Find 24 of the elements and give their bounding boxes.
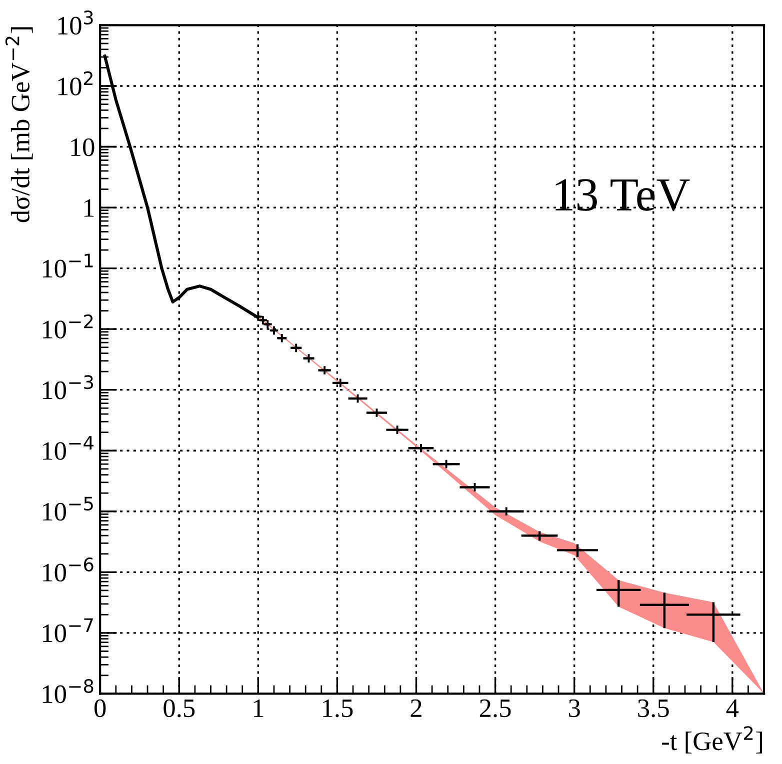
annotation: 13 TeV: [556, 179, 690, 212]
x-tick-label: 1.5: [323, 699, 353, 718]
x-axis-title: -t [GeV$^{2}$]: [662, 726, 762, 754]
y-tick-label: 10$^{3}$: [58, 10, 93, 35]
y-tick-label: 10$^{−3}$: [42, 375, 93, 400]
x-tick-label: 4: [726, 700, 739, 717]
y-tick-label: 10$^{−1}$: [42, 254, 93, 278]
y-tick-label: 10$^{2}$: [58, 71, 92, 96]
x-tick-label: 1: [254, 699, 264, 717]
y-tick-label: 10$^{−2}$: [42, 314, 93, 338]
x-tick-label: 2: [410, 699, 422, 717]
x-tick-label: 0.5: [164, 699, 195, 718]
y-tick-label: 10$^{−4}$: [42, 436, 94, 460]
y-axis-title: dσ/dt [mb GeV$^{−2}$]: [5, 27, 33, 222]
x-tick-label: 0: [94, 699, 106, 718]
y-tick-label: 10$^{−5}$: [42, 496, 93, 521]
x-tick-label: 2.5: [480, 699, 511, 718]
y-tick-label: 10$^{−7}$: [42, 618, 93, 642]
y-tick-label: 1: [84, 199, 94, 217]
y-tick-label: 10$^{−6}$: [42, 557, 94, 582]
x-tick-label: 3: [568, 699, 580, 718]
y-tick-label: 10$^{−8}$: [42, 679, 94, 704]
y-tick-label: 10: [71, 138, 94, 156]
x-tick-label: 3.5: [638, 699, 669, 718]
